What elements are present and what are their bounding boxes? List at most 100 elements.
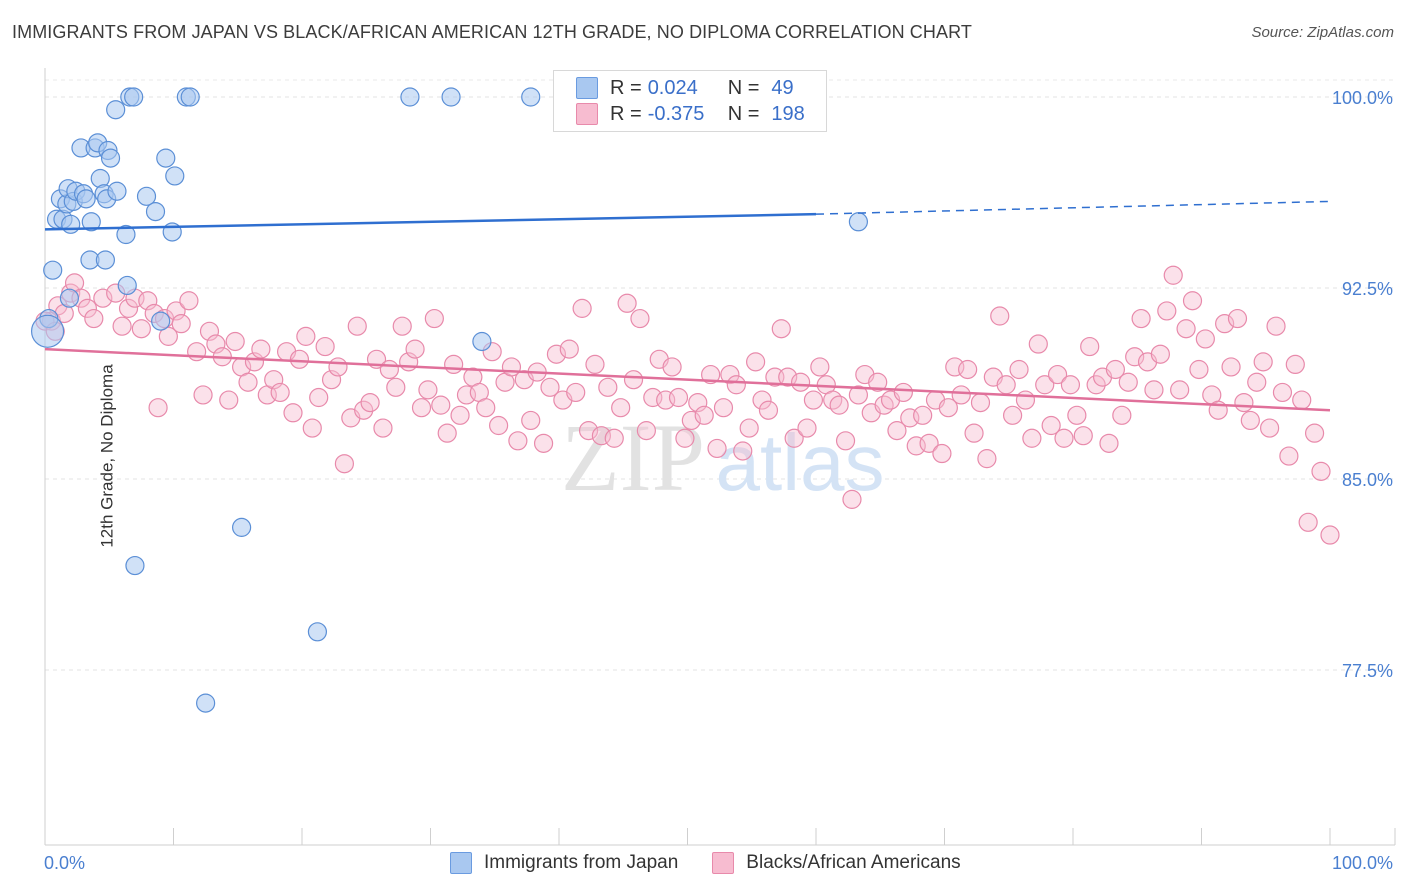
data-point-blacks: [533, 433, 554, 453]
data-point-blacks: [1260, 418, 1280, 438]
legend-r-label: R =: [610, 76, 642, 99]
data-point-japan: [232, 517, 252, 537]
data-point-blacks: [1112, 405, 1132, 425]
y-tick-label: 100.0%: [1332, 88, 1393, 108]
data-point-japan: [472, 331, 492, 352]
data-point-blacks: [803, 390, 824, 410]
data-point-japan: [100, 148, 121, 168]
trend-line-blacks: [44, 347, 1331, 412]
chart-title: IMMIGRANTS FROM JAPAN VS BLACK/AFRICAN A…: [12, 22, 972, 42]
data-point-blacks: [681, 410, 701, 431]
data-point-blacks: [1176, 319, 1196, 339]
legend-n-label: N =: [727, 102, 760, 125]
data-point-blacks: [283, 403, 303, 423]
data-point-blacks: [1163, 265, 1183, 285]
data-point-blacks: [411, 398, 432, 418]
data-point-blacks: [675, 428, 695, 448]
legend-row-blacks: R = -0.375 N = 198: [576, 101, 805, 127]
data-point-blacks: [1189, 359, 1209, 380]
data-point-blacks: [733, 441, 753, 461]
legend-item-japan[interactable]: Immigrants from Japan: [450, 852, 678, 874]
data-point-blacks: [1009, 359, 1029, 380]
data-point-blacks: [148, 398, 168, 418]
data-point-blacks: [566, 382, 586, 403]
data-point-blacks: [578, 421, 599, 441]
data-point-blacks: [225, 331, 245, 352]
data-point-blacks: [913, 405, 933, 425]
legend-item-blacks[interactable]: Blacks/African Americans: [712, 852, 961, 874]
data-point-japan: [125, 555, 145, 576]
data-point-blacks: [1067, 405, 1087, 425]
data-point-blacks: [112, 316, 132, 336]
data-point-japan: [107, 181, 127, 201]
data-point-blacks: [1144, 380, 1164, 400]
data-point-blacks: [951, 385, 971, 405]
data-point-blacks: [977, 449, 997, 469]
y-axis-label: 12th Grade, No Diploma: [97, 364, 117, 548]
data-point-japan: [95, 250, 115, 270]
data-point-blacks: [489, 415, 509, 436]
data-point-blacks: [842, 489, 862, 509]
data-point-blacks: [193, 385, 213, 405]
data-point-blacks: [302, 418, 322, 438]
legend-swatch-japan: [576, 77, 598, 99]
source-label: Source: ZipAtlas.com: [1251, 24, 1394, 41]
data-point-japan: [156, 148, 176, 168]
data-point-blacks: [1266, 316, 1286, 336]
data-point-blacks: [707, 438, 727, 459]
data-point-blacks: [701, 364, 721, 385]
series-japan-points: [30, 87, 869, 713]
data-point-japan: [124, 87, 144, 107]
data-point-blacks: [315, 336, 335, 357]
data-point-blacks: [1304, 423, 1325, 443]
data-point-blacks: [752, 390, 772, 410]
legend-r-value: 0.024: [647, 76, 698, 99]
legend-row-japan: R = 0.024 N = 49: [576, 75, 794, 101]
data-point-blacks: [1272, 382, 1293, 403]
data-point-blacks: [1028, 334, 1048, 354]
data-point-blacks: [379, 359, 399, 380]
data-point-blacks: [179, 291, 199, 311]
y-tick-label: 77.5%: [1342, 661, 1393, 681]
data-point-blacks: [835, 431, 856, 451]
data-point-blacks: [636, 421, 656, 441]
data-point-blacks: [77, 298, 98, 318]
data-point-blacks: [746, 352, 766, 372]
data-point-blacks: [1298, 512, 1318, 532]
data-point-blacks: [604, 428, 624, 448]
data-point-blacks: [932, 443, 952, 464]
data-point-blacks: [131, 319, 151, 339]
data-point-blacks: [1292, 390, 1312, 410]
data-point-blacks: [1285, 354, 1305, 374]
data-point-japan: [106, 100, 126, 120]
legend-n-value: 49: [771, 76, 794, 99]
y-tick-label: 92.5%: [1342, 279, 1393, 299]
data-point-blacks: [431, 395, 451, 415]
data-point-blacks: [418, 380, 438, 400]
data-point-blacks: [1240, 410, 1260, 431]
data-point-blacks: [270, 382, 290, 403]
data-point-japan: [441, 87, 461, 107]
legend-n-value: 198: [771, 102, 805, 125]
data-point-blacks: [450, 405, 470, 425]
data-point-blacks: [546, 344, 567, 364]
data-point-blacks: [964, 423, 984, 443]
data-point-blacks: [668, 387, 689, 408]
data-point-blacks: [424, 308, 444, 329]
data-point-blacks: [739, 418, 759, 438]
data-point-blacks: [1221, 357, 1241, 377]
data-point-blacks: [790, 372, 811, 392]
data-point-japan: [400, 87, 420, 107]
correlation-legend: R = 0.024 N = 49 R = -0.375 N = 198: [553, 70, 827, 132]
data-point-blacks: [1022, 428, 1042, 448]
data-point-blacks: [93, 288, 113, 308]
data-point-japan: [521, 87, 541, 107]
data-point-blacks: [720, 364, 740, 385]
data-point-blacks: [823, 390, 843, 410]
data-point-blacks: [1247, 372, 1267, 392]
data-point-blacks: [289, 349, 310, 369]
data-point-blacks: [662, 357, 682, 377]
data-point-blacks: [990, 306, 1010, 326]
data-point-blacks: [1182, 291, 1203, 311]
